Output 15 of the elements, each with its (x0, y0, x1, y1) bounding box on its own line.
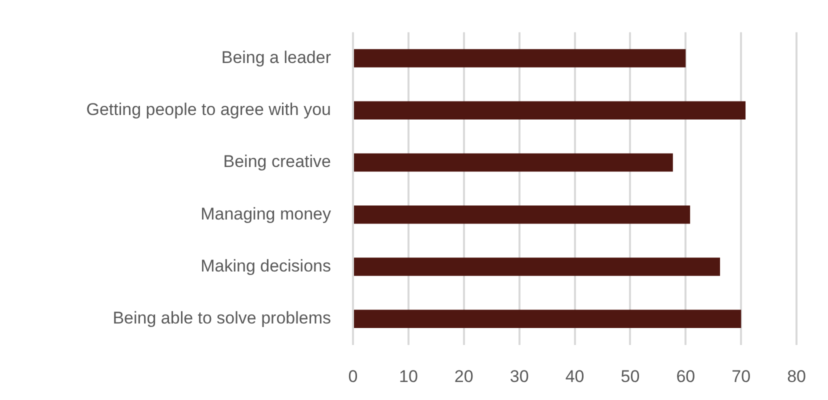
x-tick-label: 50 (620, 366, 640, 386)
x-tick-label: 10 (398, 366, 418, 386)
x-tick-label: 30 (510, 366, 529, 386)
y-tick-label: Getting people to agree with you (86, 100, 331, 120)
x-tick-label: 60 (676, 366, 696, 386)
x-tick-label: 70 (732, 366, 751, 386)
y-tick-label: Managing money (200, 204, 332, 224)
y-tick-label: Being able to solve problems (112, 308, 331, 328)
x-tick-label: 20 (454, 366, 474, 386)
y-tick-label: Being a leader (221, 48, 332, 67)
x-tick-label: 40 (565, 366, 584, 386)
x-tick-label: 80 (787, 366, 806, 386)
y-tick-label: Being creative (223, 152, 331, 172)
x-tick-label: 0 (348, 366, 358, 386)
y-tick-label: Making decisions (200, 256, 331, 276)
